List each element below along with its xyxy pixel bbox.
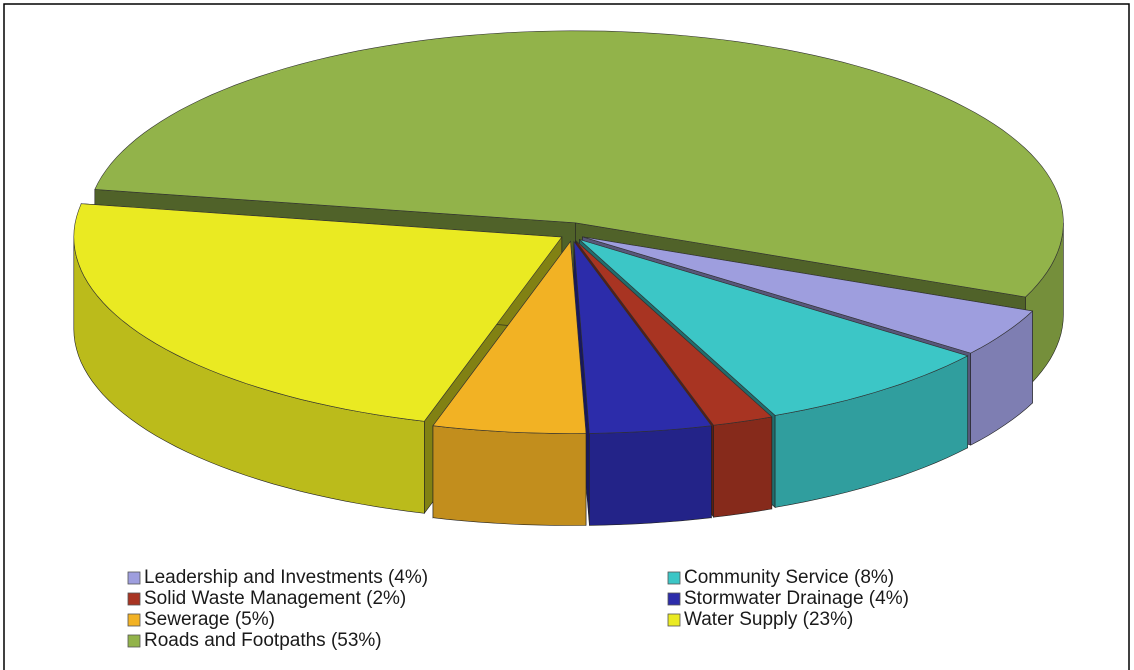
legend-label: Community Service (8%) [684, 567, 894, 588]
legend-swatch [127, 592, 141, 606]
legend-label: Water Supply (23%) [684, 609, 853, 630]
legend-label: Roads and Footpaths (53%) [144, 630, 382, 651]
slice-side [589, 425, 712, 526]
legend-swatch [127, 634, 141, 648]
legend-swatch [127, 571, 141, 585]
slice-side [432, 425, 587, 526]
slice-side [713, 416, 773, 518]
legend-label: Leadership and Investments (4%) [144, 567, 428, 588]
legend-swatch [127, 613, 141, 627]
legend-label: Sewerage (5%) [144, 609, 275, 630]
legend-label: Stormwater Drainage (4%) [684, 588, 909, 609]
legend-swatch [667, 613, 681, 627]
slice [582, 236, 1034, 354]
slice [579, 239, 969, 416]
slice [94, 30, 1064, 298]
slice [73, 203, 563, 422]
slice [575, 240, 773, 426]
slice [573, 240, 712, 434]
legend-label: Solid Waste Management (2%) [144, 588, 406, 609]
legend-swatch [667, 571, 681, 585]
slice [432, 240, 587, 434]
legend-swatch [667, 592, 681, 606]
